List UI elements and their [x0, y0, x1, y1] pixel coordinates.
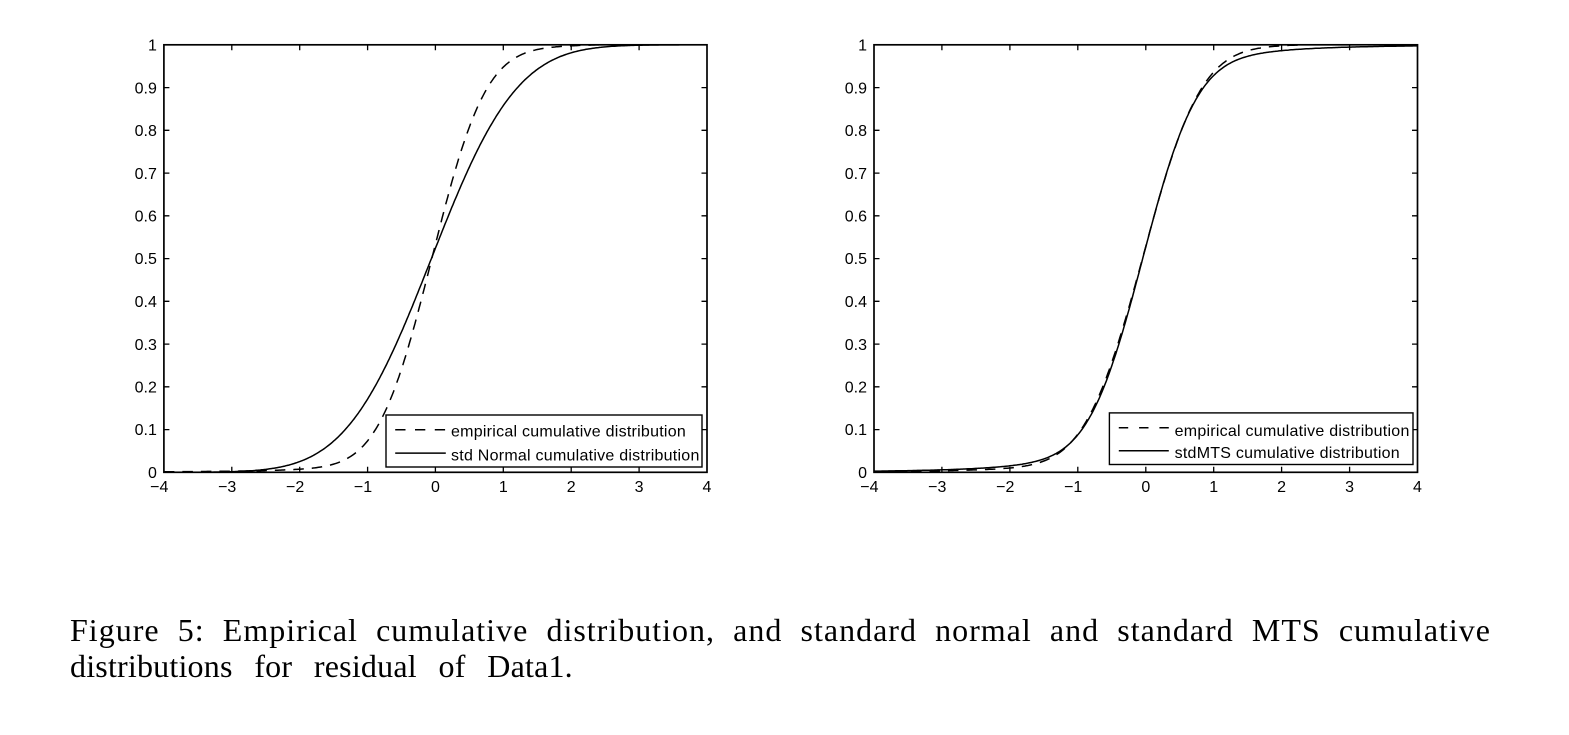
svg-text:0.4: 0.4 [845, 294, 867, 311]
svg-text:0.5: 0.5 [135, 251, 157, 268]
svg-text:empirical cumulative distribut: empirical cumulative distribution [1175, 423, 1410, 440]
svg-text:4: 4 [703, 479, 712, 496]
svg-text:0.1: 0.1 [845, 422, 867, 439]
svg-text:0.7: 0.7 [135, 166, 157, 183]
svg-text:−3: −3 [928, 479, 946, 496]
svg-text:1: 1 [858, 38, 867, 55]
svg-text:−1: −1 [1064, 479, 1082, 496]
svg-text:0.1: 0.1 [135, 422, 157, 439]
svg-text:−4: −4 [860, 479, 878, 496]
svg-text:empirical cumulative distribut: empirical cumulative distribution [451, 424, 686, 441]
svg-text:4: 4 [1413, 479, 1422, 496]
svg-text:3: 3 [635, 479, 644, 496]
svg-text:2: 2 [567, 479, 576, 496]
svg-text:0.7: 0.7 [845, 166, 867, 183]
svg-text:0: 0 [148, 465, 157, 482]
svg-text:−2: −2 [996, 479, 1014, 496]
svg-text:0.2: 0.2 [845, 380, 867, 397]
svg-text:0.6: 0.6 [135, 209, 157, 226]
svg-text:std Normal cumulative distribu: std Normal cumulative distribution [451, 447, 700, 464]
svg-text:0.8: 0.8 [845, 123, 867, 140]
svg-text:0.9: 0.9 [845, 80, 867, 97]
svg-text:−2: −2 [286, 479, 304, 496]
svg-text:0.4: 0.4 [135, 294, 157, 311]
svg-text:3: 3 [1345, 479, 1354, 496]
svg-text:stdMTS cumulative distribution: stdMTS cumulative distribution [1175, 445, 1400, 462]
svg-text:0.6: 0.6 [845, 209, 867, 226]
svg-text:−1: −1 [354, 479, 372, 496]
svg-text:−4: −4 [150, 479, 168, 496]
svg-text:0.9: 0.9 [135, 80, 157, 97]
svg-text:2: 2 [1277, 479, 1286, 496]
svg-text:1: 1 [499, 479, 508, 496]
svg-text:0: 0 [431, 479, 440, 496]
svg-text:−3: −3 [218, 479, 236, 496]
svg-text:0: 0 [1141, 479, 1150, 496]
svg-text:0.5: 0.5 [845, 251, 867, 268]
svg-text:0: 0 [858, 465, 867, 482]
svg-text:0.2: 0.2 [135, 380, 157, 397]
svg-text:1: 1 [148, 38, 157, 55]
svg-text:0.3: 0.3 [135, 337, 157, 354]
svg-text:1: 1 [1209, 479, 1218, 496]
svg-text:0.3: 0.3 [845, 337, 867, 354]
svg-text:0.8: 0.8 [135, 123, 157, 140]
